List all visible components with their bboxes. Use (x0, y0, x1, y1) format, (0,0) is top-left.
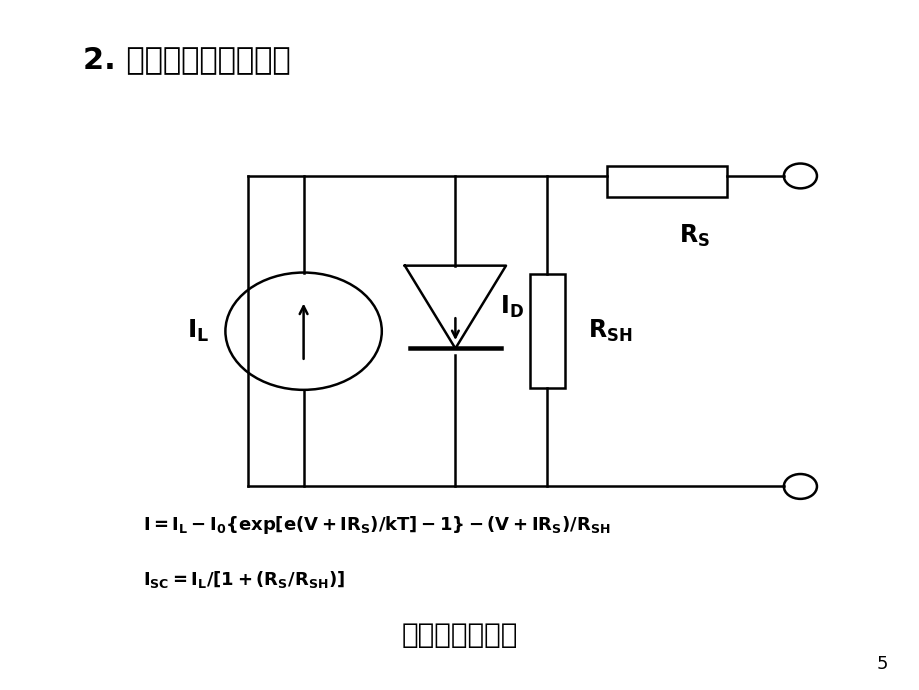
Bar (529, 274, 564, 388)
Text: 2. 太阳电池的等效电路: 2. 太阳电池的等效电路 (83, 45, 290, 74)
Text: $\mathbf{I_D}$: $\mathbf{I_D}$ (499, 294, 523, 320)
Text: $\mathbf{I = I_L - I_0\{exp[e(V+IR_S)/kT]-1\}-(V+IR_S)/R_{SH}}$: $\mathbf{I = I_L - I_0\{exp[e(V+IR_S)/kT… (142, 514, 609, 536)
Text: $\mathbf{R_S}$: $\mathbf{R_S}$ (678, 223, 709, 249)
Text: $\mathbf{I_L}$: $\mathbf{I_L}$ (187, 318, 209, 344)
Bar (607, 166, 726, 197)
Text: 负载匹配！！！: 负载匹配！！！ (402, 621, 517, 649)
Text: $\mathbf{R_{SH}}$: $\mathbf{R_{SH}}$ (587, 318, 631, 344)
Text: 5: 5 (875, 655, 887, 673)
Text: $\mathbf{I_{SC} = I_L/[1+(R_S/R_{SH})]}$: $\mathbf{I_{SC} = I_L/[1+(R_S/R_{SH})]}$ (142, 569, 345, 590)
